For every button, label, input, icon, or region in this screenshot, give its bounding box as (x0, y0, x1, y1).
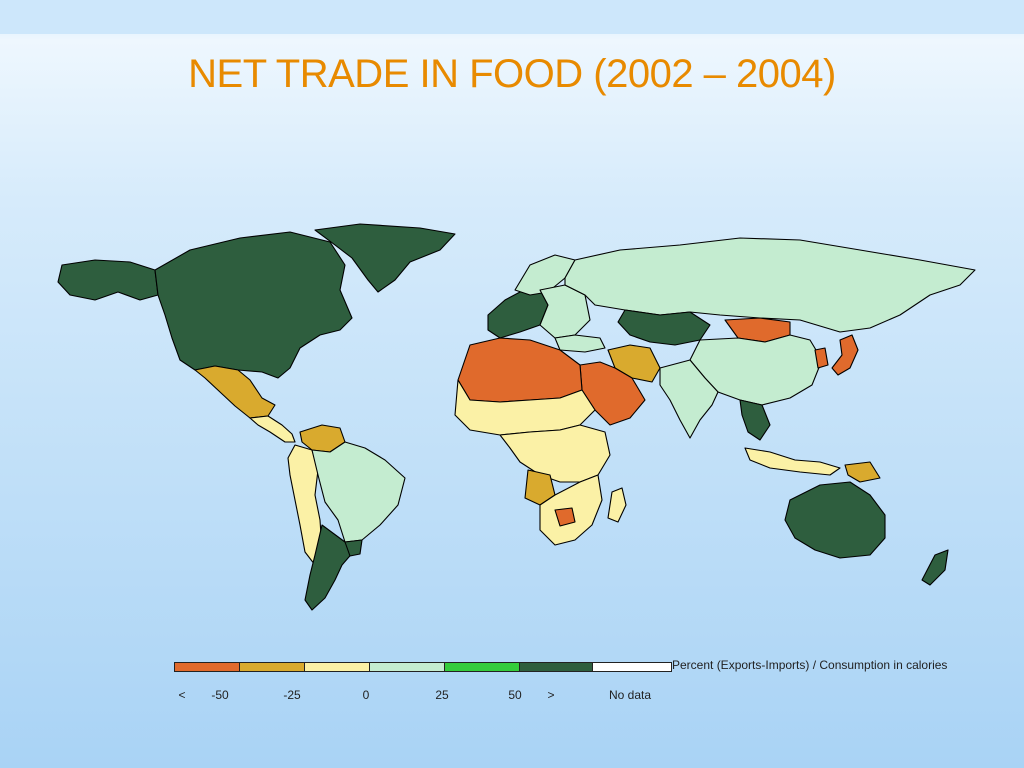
legend-tick-label: < (178, 688, 186, 702)
region-korea (814, 347, 829, 369)
legend-tick-label: -50 (211, 688, 229, 702)
legend-swatch (520, 663, 593, 671)
slide-top-band (0, 0, 1024, 34)
legend-swatch (175, 663, 240, 671)
legend-tick-label: 50 (508, 688, 522, 702)
legend-color-bar (174, 662, 672, 672)
region-australia (784, 481, 886, 559)
legend-swatch (240, 663, 305, 671)
region-papua-new-guinea (844, 461, 881, 483)
region-turkey (554, 334, 606, 353)
legend-caption: Percent (Exports-Imports) / Consumption … (672, 658, 948, 672)
legend-tick-label: 0 (362, 688, 370, 702)
region-indonesia (744, 447, 841, 476)
page-title: NET TRADE IN FOOD (2002 – 2004) (188, 52, 836, 96)
region-russia (564, 237, 976, 333)
legend-tick-label: 25 (435, 688, 449, 702)
map-legend: Percent (Exports-Imports) / Consumption … (174, 658, 1014, 710)
region-new-zealand (921, 549, 949, 586)
region-central-africa (499, 424, 611, 483)
region-brazil (311, 441, 406, 543)
legend-swatch (370, 663, 445, 671)
legend-tick-label: No data (608, 688, 652, 702)
legend-swatch (445, 663, 520, 671)
legend-tick-label: > (547, 688, 555, 702)
region-botswana (554, 507, 576, 527)
region-central-america (249, 415, 296, 443)
region-greenland (314, 223, 456, 293)
region-north-america (154, 231, 353, 379)
region-japan (831, 334, 859, 376)
region-madagascar (607, 487, 627, 523)
region-india (659, 359, 719, 439)
legend-tick-label: -25 (283, 688, 301, 702)
region-kazakhstan (617, 309, 711, 346)
world-map (57, 223, 976, 611)
region-uruguay (344, 539, 363, 557)
legend-swatch (593, 663, 671, 671)
region-thailand-vietnam (739, 399, 771, 441)
region-alaska (57, 259, 159, 301)
region-mexico (194, 365, 276, 419)
region-sahel (454, 379, 596, 436)
legend-swatch (305, 663, 370, 671)
region-western-europe (487, 289, 549, 339)
